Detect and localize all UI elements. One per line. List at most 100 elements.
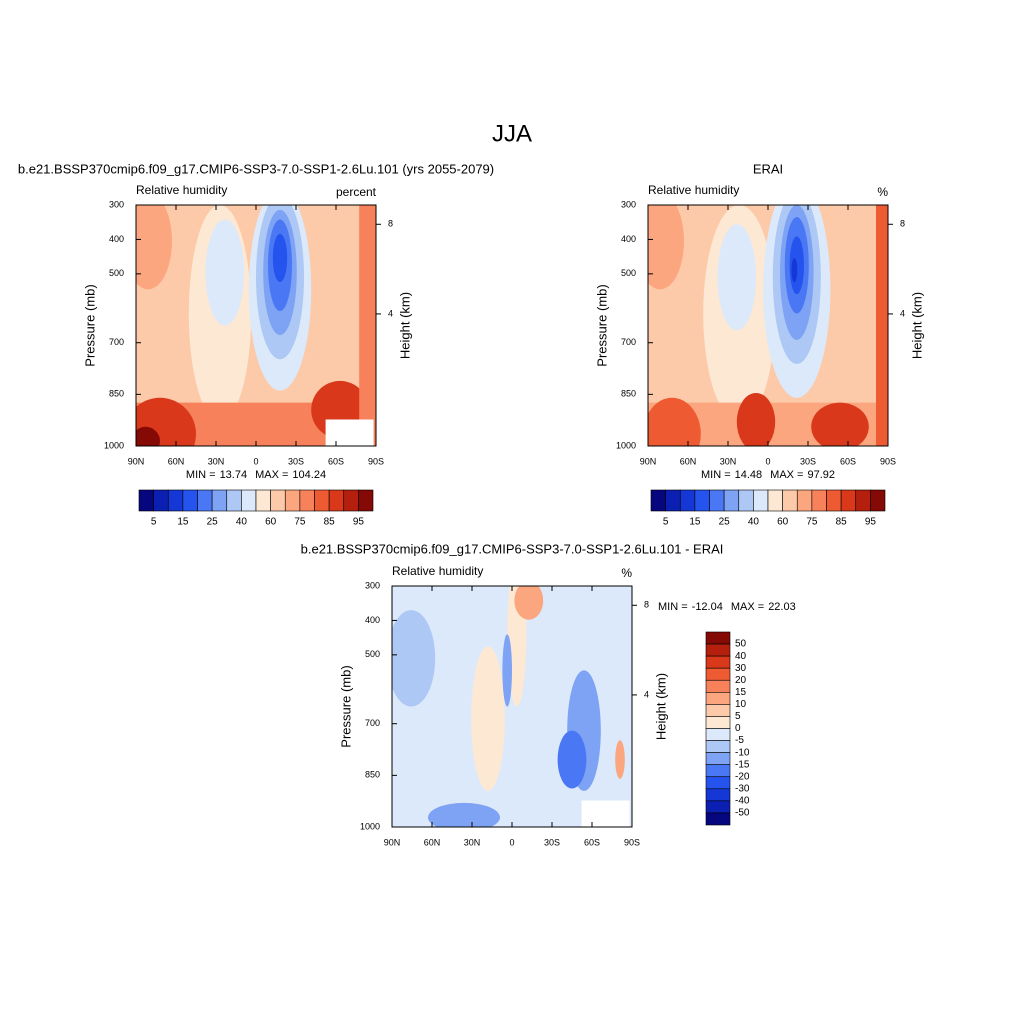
x-tick-label: 90N [384,837,401,847]
y-tick-label: 300 [109,199,124,209]
colorbar-label: -10 [735,747,750,758]
colorbar-label: 40 [735,651,747,662]
x-tick-label: 0 [765,456,770,466]
colorbar-box [705,631,731,645]
left-label: Relative humidity [136,183,227,197]
panel-title: b.e21.BSSP370cmip6.f09_g17.CMIP6-SSP3-7.… [301,541,724,556]
x-tick-label: 60S [840,456,856,466]
colorbar-label: 10 [735,699,747,710]
x-tick-label: 60N [424,837,441,847]
contour-field [392,586,632,827]
colorbar-label: 0 [735,723,741,734]
contour-fill [392,610,436,707]
x-tick-label: 60S [584,837,600,847]
contour-fill [502,634,512,707]
y2-axis-label: Height (km) [909,292,924,359]
x-tick-label: 90N [640,456,657,466]
min: 13.74 [220,469,248,481]
colorbar-label: 20 [735,675,747,686]
x-tick-label: 90S [368,456,384,466]
colorbar-label: 75 [806,517,818,528]
colorbar-box [705,667,731,681]
colorbar-box [705,800,731,814]
colorbar-label: 95 [865,517,877,528]
min-label: MIN = [701,469,731,481]
colorbar-box [299,489,315,512]
y2-axis-label: Height (km) [397,292,412,359]
colorbar-box [328,489,345,512]
x-tick-label: 30N [720,456,737,466]
x-tick-label: 30N [208,456,225,466]
y2-tick-label: 8 [900,219,905,229]
min-label: MIN = [658,601,688,613]
colorbar-box [811,489,827,512]
colorbar-label: 15 [689,517,701,528]
y-tick-label: 1000 [360,821,380,831]
colorbar-box [738,489,754,512]
colorbar-box [270,489,286,512]
figure-title: JJA [492,120,532,147]
colorbar-label: 85 [324,517,336,528]
contour-field [136,205,376,446]
colorbar-box [826,489,842,512]
y-tick-label: 850 [365,770,380,780]
right-label: % [877,185,888,199]
y-tick-label: 300 [621,199,636,209]
colorbar-box [167,489,184,512]
colorbar-label: 5 [663,517,669,528]
x-tick-label: 0 [253,456,258,466]
x-tick-label: 60N [680,456,697,466]
right-label: % [621,566,632,580]
x-tick-label: 30S [288,456,304,466]
y-tick-label: 500 [621,268,636,278]
contour-fill [811,402,869,446]
x-tick-label: 30S [800,456,816,466]
max: 104.24 [292,469,326,481]
y-tick-label: 700 [365,718,380,728]
colorbar-label: -5 [735,735,744,746]
colorbar-box [705,812,731,826]
x-tick-label: 90S [624,837,640,847]
missing-data [581,800,630,827]
colorbar-box [241,489,257,512]
colorbar-box [358,489,374,512]
y2-tick-label: 4 [388,308,393,318]
y-tick-label: 400 [365,615,380,625]
contour-fill [717,224,756,331]
colorbar-label: 60 [265,517,277,528]
colorbar-label: 30 [735,663,747,674]
colorbar-box [284,489,301,512]
y2-tick-label: 4 [900,308,905,318]
colorbar-box [705,679,731,693]
x-tick-label: 0 [509,837,514,847]
contour-fill [205,219,244,326]
x-tick-label: 90N [128,456,145,466]
y2-tick-label: 8 [644,600,649,610]
y2-tick-label: 8 [388,219,393,229]
contour-fill [514,586,544,620]
colorbar-label: 15 [735,687,747,698]
colorbar-box [767,489,783,512]
colorbar-box [226,489,242,512]
colorbar-box [679,489,696,512]
colorbar-label: 95 [353,517,365,528]
x-tick-label: 60N [168,456,185,466]
max-label: MAX = [731,601,764,613]
colorbar-label: -20 [735,771,750,782]
contour-fill [648,205,684,290]
x-tick-label: 60S [328,456,344,466]
colorbar-label: -30 [735,783,750,794]
min: -12.04 [692,601,723,613]
y-tick-label: 500 [365,649,380,659]
y-tick-label: 700 [621,337,636,347]
colorbar-box [723,489,740,512]
contour-fill [791,258,798,283]
colorbar-box [705,752,731,765]
colorbar-box [705,740,731,753]
colorbar-box [782,489,798,512]
y-tick-label: 1000 [104,440,124,450]
colorbar-label: -40 [735,796,750,807]
colorbar-box [153,489,169,512]
colorbar-box [705,788,731,802]
